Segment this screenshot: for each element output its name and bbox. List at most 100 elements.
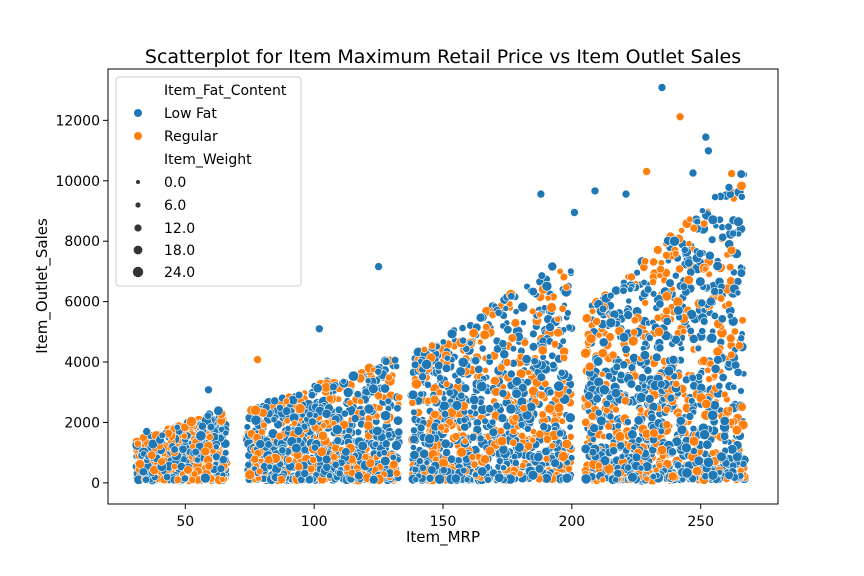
data-point bbox=[583, 400, 593, 410]
data-point bbox=[468, 453, 477, 462]
legend-size-marker-0 bbox=[136, 180, 140, 184]
data-point bbox=[489, 375, 500, 386]
data-point bbox=[270, 396, 280, 406]
data-point bbox=[173, 423, 181, 431]
data-point bbox=[688, 168, 698, 178]
data-point bbox=[373, 412, 381, 420]
data-point bbox=[451, 432, 461, 441]
data-point bbox=[484, 445, 495, 456]
data-point bbox=[511, 458, 520, 467]
data-point bbox=[724, 470, 734, 481]
data-point bbox=[626, 379, 637, 389]
data-point bbox=[498, 388, 508, 398]
data-point bbox=[342, 387, 354, 398]
data-point bbox=[421, 358, 432, 370]
data-point bbox=[662, 306, 671, 316]
data-point bbox=[584, 361, 595, 372]
data-point bbox=[707, 235, 717, 244]
data-point bbox=[354, 471, 364, 481]
data-point bbox=[147, 438, 159, 450]
data-point bbox=[505, 403, 517, 415]
data-point bbox=[710, 363, 721, 374]
data-point bbox=[612, 405, 620, 414]
data-point bbox=[439, 466, 448, 475]
data-point bbox=[643, 475, 650, 483]
data-point bbox=[585, 333, 597, 345]
data-point bbox=[409, 434, 419, 445]
data-point bbox=[709, 400, 720, 411]
data-point bbox=[476, 338, 484, 346]
data-point bbox=[331, 443, 340, 453]
data-point bbox=[661, 291, 672, 302]
data-point bbox=[606, 412, 615, 421]
data-point bbox=[686, 215, 694, 223]
data-point bbox=[206, 422, 216, 432]
data-point bbox=[691, 465, 703, 477]
data-point bbox=[688, 334, 699, 344]
data-point bbox=[561, 438, 572, 450]
data-point bbox=[558, 417, 566, 425]
data-points bbox=[131, 83, 750, 486]
data-point bbox=[537, 390, 547, 400]
data-point bbox=[392, 415, 403, 426]
data-point bbox=[718, 232, 728, 242]
data-point bbox=[736, 169, 746, 179]
data-point bbox=[463, 476, 471, 484]
legend-size-marker-12 bbox=[134, 224, 142, 232]
data-point bbox=[183, 465, 193, 475]
data-point bbox=[671, 271, 680, 280]
data-point bbox=[435, 388, 444, 397]
data-point bbox=[719, 415, 730, 426]
data-point bbox=[420, 346, 429, 354]
legend-marker-regular bbox=[134, 132, 142, 140]
data-point bbox=[142, 475, 151, 484]
data-point bbox=[719, 431, 730, 441]
data-point bbox=[222, 429, 230, 437]
data-point bbox=[278, 446, 287, 455]
data-point bbox=[656, 444, 668, 456]
data-point bbox=[627, 286, 634, 293]
data-point bbox=[411, 378, 422, 390]
data-point bbox=[679, 327, 688, 335]
data-point bbox=[653, 326, 665, 337]
data-point bbox=[536, 311, 543, 319]
data-point bbox=[347, 370, 359, 382]
y-tick-label: 8000 bbox=[64, 234, 100, 250]
data-point bbox=[443, 354, 451, 362]
data-point bbox=[439, 338, 447, 346]
data-point bbox=[724, 183, 734, 192]
data-point bbox=[468, 432, 478, 442]
data-point bbox=[738, 316, 747, 325]
data-point bbox=[412, 476, 420, 483]
data-point bbox=[665, 278, 675, 288]
y-axis-label: Item_Outlet_Sales bbox=[33, 218, 52, 354]
data-point bbox=[701, 132, 711, 142]
data-point bbox=[410, 408, 418, 416]
data-point bbox=[649, 257, 658, 267]
data-point bbox=[469, 394, 480, 406]
data-point bbox=[479, 329, 490, 341]
data-point bbox=[699, 317, 709, 326]
x-axis-ticks: 50 100 150 200 250 bbox=[176, 504, 714, 530]
data-point bbox=[385, 373, 393, 382]
data-point bbox=[716, 294, 726, 303]
data-point bbox=[434, 473, 445, 485]
data-point bbox=[205, 432, 214, 441]
data-point bbox=[423, 459, 431, 466]
data-point bbox=[581, 313, 592, 324]
data-point bbox=[411, 465, 420, 474]
data-point bbox=[200, 472, 211, 484]
data-point bbox=[157, 457, 166, 466]
data-point bbox=[652, 352, 662, 362]
data-point bbox=[173, 475, 183, 484]
data-point bbox=[180, 474, 189, 483]
data-point bbox=[550, 458, 560, 468]
data-point bbox=[379, 383, 390, 394]
data-point bbox=[511, 413, 520, 422]
data-point bbox=[284, 455, 293, 464]
data-point bbox=[222, 449, 230, 457]
data-point bbox=[528, 307, 537, 315]
y-tick-label: 0 bbox=[91, 476, 100, 492]
data-point bbox=[570, 208, 579, 217]
data-point bbox=[363, 403, 375, 415]
